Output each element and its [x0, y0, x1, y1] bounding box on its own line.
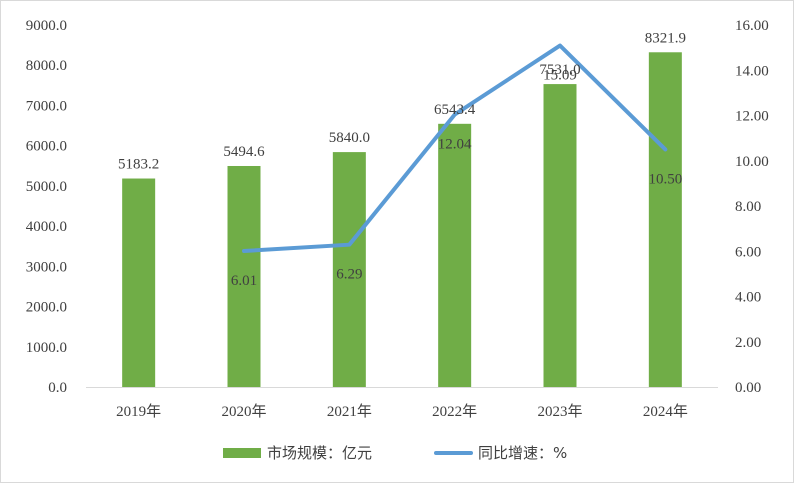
- y-right-tick-label: 6.00: [735, 244, 761, 260]
- bar: [438, 123, 472, 388]
- y-right-tick-label: 10.00: [735, 154, 769, 170]
- y-right-tick-label: 0.00: [735, 380, 761, 396]
- x-tick-label: 2021年: [327, 403, 372, 420]
- y-left-tick-label: 5000.0: [26, 179, 67, 195]
- line-data-label: 15.09: [543, 68, 577, 84]
- y-left-tick-label: 8000.0: [26, 58, 67, 74]
- y-left-tick-label: 2000.0: [26, 300, 67, 316]
- legend: 市场规模：亿元 同比增速：%: [223, 444, 567, 462]
- y-right-tick-label: 8.00: [735, 199, 761, 215]
- bar: [332, 152, 366, 387]
- axes: 0.0 1000.0 2000.0 3000.0 4000.0 5000.0 6000.0 7…: [26, 18, 769, 420]
- bar-series: [122, 52, 682, 388]
- bar-data-label: 8321.9: [645, 30, 686, 46]
- x-tick-label: 2020年: [221, 403, 266, 420]
- y-left-tick-label: 1000.0: [26, 340, 67, 356]
- x-tick-label: 2019年: [116, 403, 161, 420]
- bar-data-label: 5840.0: [329, 130, 370, 146]
- line-data-label: 6.29: [336, 267, 362, 283]
- y-left-tick-label: 7000.0: [26, 98, 67, 114]
- y-right-tick-label: 4.00: [735, 290, 761, 306]
- bar-data-label: 5183.2: [118, 157, 159, 173]
- bar: [648, 52, 682, 387]
- x-tick-label: 2022年: [432, 403, 477, 420]
- y-left-tick-label: 4000.0: [26, 219, 67, 235]
- y-left-tick-label: 6000.0: [26, 139, 67, 155]
- data-labels: 5183.2 5494.6 5840.0 6543.4 7531.0 8321.9 6.01…: [118, 30, 686, 289]
- y-left-tick-label: 0.0: [48, 380, 67, 396]
- y-right-tick-label: 16.00: [735, 18, 769, 34]
- bar-data-label: 5494.6: [223, 144, 265, 160]
- y-right-tick-label: 2.00: [735, 335, 761, 351]
- y-left-tick-label: 3000.0: [26, 259, 67, 275]
- growth-line: [242, 43, 668, 254]
- x-tick-label: 2024年: [643, 403, 688, 420]
- legend-bar-swatch: [223, 448, 261, 458]
- bar: [227, 165, 261, 387]
- bar: [122, 178, 156, 387]
- x-tick-label: 2023年: [537, 403, 582, 420]
- line-data-label: 10.50: [648, 171, 682, 187]
- line-data-label: 12.04: [438, 137, 472, 153]
- bar-data-label: 7531.0: [539, 62, 580, 78]
- y-right-tick-label: 12.00: [735, 109, 769, 125]
- line-series: [242, 43, 668, 254]
- legend-bar-label: 市场规模：亿元: [267, 444, 372, 462]
- bar: [543, 84, 577, 388]
- bar-data-label: 6543.4: [434, 102, 476, 118]
- line-data-label: 6.01: [231, 273, 257, 289]
- y-right-tick-label: 14.00: [735, 63, 769, 79]
- legend-line-label: 同比增速：%: [478, 444, 567, 462]
- y-left-tick-label: 9000.0: [26, 18, 67, 34]
